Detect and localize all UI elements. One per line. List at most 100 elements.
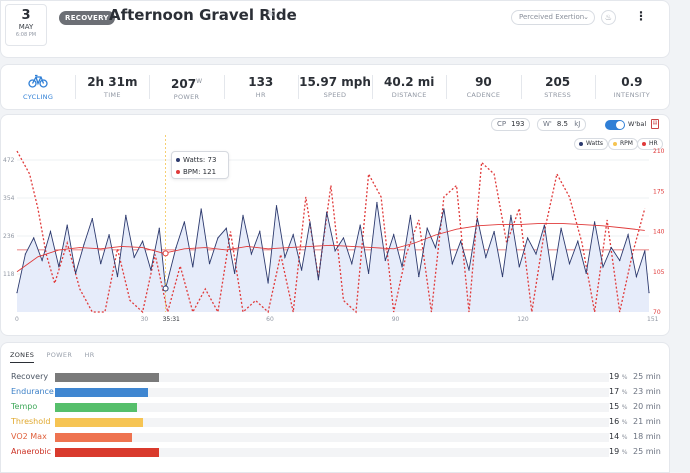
watts-point <box>309 221 311 223</box>
watts-point <box>426 227 428 229</box>
stat-value: 0.9 <box>621 75 643 89</box>
watts-point <box>284 256 286 258</box>
export-pdf-icon[interactable]: ▤ <box>651 119 659 129</box>
stat-hr: 133 HR <box>223 65 298 109</box>
zone-name: Anaerobic <box>11 447 52 456</box>
zone-row: VO2 Max 14 % 18 min <box>11 431 661 443</box>
y-left-tick-label: 118 <box>3 271 15 278</box>
date-month: MAY <box>18 23 34 31</box>
zone-bar-fill <box>55 373 159 382</box>
stat-value: 207W <box>171 77 203 91</box>
zone-row: Anaerobic 19 % 25 min <box>11 446 661 458</box>
wbal-label: W'bal <box>628 120 647 128</box>
watts-point <box>208 263 211 265</box>
watts-point <box>351 263 353 265</box>
watts-point <box>334 250 336 252</box>
watts-point <box>133 256 135 258</box>
stat-label: INTENSITY <box>613 91 651 99</box>
stat-label: DISTANCE <box>391 91 427 99</box>
tab-power[interactable]: POWER <box>46 351 73 359</box>
cp-value: 193 <box>511 120 525 128</box>
w-prime-unit: kJ <box>574 120 581 128</box>
tab-hr[interactable]: HR <box>84 351 95 359</box>
watts-point <box>108 234 110 236</box>
zone-name: VO2 Max <box>11 432 47 441</box>
zone-percent: 19 % <box>609 372 628 381</box>
stat-label: TIME <box>103 91 121 99</box>
zone-row: Recovery 19 % 25 min <box>11 371 661 383</box>
watts-point <box>116 275 119 278</box>
watts-point <box>560 227 562 229</box>
zone-name: Endurance <box>11 387 54 396</box>
watts-point <box>510 214 512 216</box>
cursor-watts-point <box>162 285 169 292</box>
watts-point <box>74 272 77 274</box>
watts-point <box>527 237 529 239</box>
x-tick-label: 30 <box>141 316 149 323</box>
watts-point <box>301 269 303 271</box>
workout-type-badge: RECOVERY <box>59 11 115 25</box>
bike-icon <box>1 74 75 92</box>
x-tick-label: 60 <box>266 316 274 323</box>
watts-point <box>342 237 345 239</box>
w-prime-field[interactable]: W' 8.5 kJ <box>537 118 587 131</box>
zone-name: Tempo <box>11 402 38 411</box>
stat-speed: 15.97 mph SPEED <box>297 65 372 109</box>
stat-label: CYCLING <box>23 93 54 101</box>
wbal-toggle[interactable] <box>605 120 625 130</box>
watts-point <box>451 263 453 265</box>
legend-rpm[interactable]: RPM <box>608 138 638 150</box>
x-tick-label: 120 <box>517 316 529 323</box>
watts-point <box>401 266 403 268</box>
x-tick-label: 90 <box>392 316 400 323</box>
watts-point <box>585 272 587 274</box>
tab-zones[interactable]: ZONES <box>10 351 35 363</box>
watts-point <box>292 234 294 236</box>
cursor-time-label: 35:31 <box>163 316 180 323</box>
x-tick-label: 151 <box>647 316 659 323</box>
more-options-icon[interactable]: ⋮ <box>635 9 647 23</box>
flame-icon-button[interactable]: ♨ <box>601 10 616 25</box>
tooltip-watts: Watts: 73 <box>176 154 224 166</box>
zone-percent: 17 % <box>609 387 628 396</box>
cp-field[interactable]: CP 193 <box>491 118 531 131</box>
legend-hr[interactable]: HR <box>637 138 663 150</box>
cp-label: CP <box>497 120 507 128</box>
stat-value: 15.97 mph <box>299 75 371 89</box>
zone-bar-fill <box>55 403 138 412</box>
watts-point <box>24 253 26 255</box>
zones-tabs: ZONES POWER HR <box>10 351 105 363</box>
stat-sport: CYCLING <box>1 65 75 109</box>
watts-point <box>150 269 152 271</box>
legend-watts[interactable]: Watts <box>574 138 609 150</box>
chevron-down-icon: ⌄ <box>583 13 589 21</box>
tooltip-bpm: BPM: 121 <box>176 166 224 178</box>
zone-bar-fill <box>55 448 159 457</box>
watts-point <box>552 279 554 281</box>
watts-point <box>200 208 202 210</box>
watts-point <box>627 234 629 236</box>
edit-title-icon[interactable]: ✎ <box>267 10 275 20</box>
activity-header: 3 MAY 6:08 PM RECOVERY Afternoon Gravel … <box>0 0 670 58</box>
w-prime-value: 8.5 <box>556 120 568 128</box>
stat-label: SPEED <box>323 91 347 99</box>
zone-time: 25 min <box>633 447 661 456</box>
watts-point <box>250 253 252 255</box>
watts-point <box>602 266 604 268</box>
zone-percent: 14 % <box>609 432 628 441</box>
x-tick-label: 0 <box>15 316 19 323</box>
chart-tooltip: Watts: 73 BPM: 121 <box>171 151 229 179</box>
zone-bar-track <box>55 418 609 427</box>
watts-point <box>367 272 370 274</box>
watts-point <box>275 205 278 207</box>
watts-point <box>158 227 160 229</box>
zone-bar-track <box>55 433 609 442</box>
stat-time: 2h 31m TIME <box>75 65 149 109</box>
zone-time: 23 min <box>633 387 661 396</box>
watts-point <box>393 234 395 236</box>
perceived-exertion-select[interactable]: Perceived Exertion ⌄ <box>511 10 595 25</box>
watts-point <box>644 250 646 252</box>
chart-plot[interactable]: 472 354 236 118 210 175 140 105 70 0 30 60 90 120 151 3… <box>1 115 670 336</box>
watts-point <box>635 275 638 278</box>
watts-point <box>141 240 144 242</box>
